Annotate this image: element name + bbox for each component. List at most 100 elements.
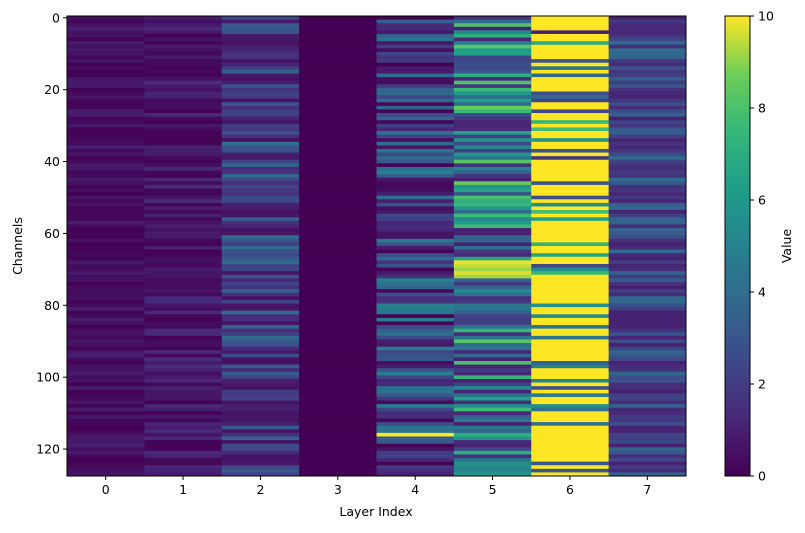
heatmap-cell <box>299 289 377 294</box>
heatmap-cell <box>299 310 377 315</box>
heatmap-cell <box>376 105 455 110</box>
heatmap-cell <box>67 73 145 78</box>
heatmap-cell <box>531 238 610 243</box>
heatmap-cell <box>299 98 377 103</box>
heatmap-cell <box>221 95 300 100</box>
heatmap-cell <box>221 396 300 401</box>
heatmap-cell <box>144 84 223 89</box>
y-axis-label: Channels <box>10 217 25 275</box>
x-tick-label: 2 <box>256 482 264 497</box>
heatmap-cell <box>376 396 455 401</box>
heatmap-cell <box>453 102 532 107</box>
heatmap-cell <box>453 109 532 114</box>
heatmap-cell <box>299 454 377 459</box>
heatmap-cell <box>453 48 532 53</box>
heatmap-cell <box>608 299 687 304</box>
heatmap-cell <box>67 224 145 229</box>
heatmap-cell <box>221 468 300 473</box>
heatmap-cell <box>531 278 610 283</box>
heatmap-cell <box>453 346 532 351</box>
heatmap-cell <box>299 253 377 258</box>
heatmap-cell <box>67 299 145 304</box>
heatmap-cell <box>144 80 223 85</box>
heatmap-cell <box>67 109 145 114</box>
heatmap-cell <box>144 213 223 218</box>
heatmap-cell <box>144 242 223 247</box>
heatmap-cell <box>453 371 532 376</box>
heatmap-cell <box>453 440 532 445</box>
heatmap-cell <box>221 228 300 233</box>
heatmap-cell <box>376 30 455 35</box>
heatmap-cell <box>453 321 532 326</box>
heatmap-cell <box>376 199 455 204</box>
heatmap-cell <box>221 120 300 125</box>
heatmap-cell <box>376 145 455 150</box>
heatmap-cell <box>608 48 687 53</box>
heatmap-cell <box>453 357 532 362</box>
heatmap-cell <box>67 364 145 369</box>
heatmap-cell <box>221 314 300 319</box>
heatmap-cell <box>144 181 223 186</box>
heatmap-cell <box>144 195 223 200</box>
heatmap-cell <box>453 303 532 308</box>
heatmap-cell <box>608 41 687 46</box>
heatmap-cell <box>299 368 377 373</box>
heatmap-cell <box>608 37 687 42</box>
heatmap-cell <box>67 120 145 125</box>
heatmap-cell <box>67 468 145 473</box>
heatmap-cell <box>221 231 300 236</box>
heatmap-cell <box>453 80 532 85</box>
heatmap-cell <box>608 292 687 297</box>
heatmap-cell <box>144 127 223 132</box>
heatmap-cell <box>221 321 300 326</box>
heatmap-cell <box>299 375 377 380</box>
heatmap-cell <box>376 357 455 362</box>
heatmap-cell <box>221 59 300 64</box>
heatmap-cell <box>453 404 532 409</box>
heatmap-cell <box>531 87 610 92</box>
x-axis: 0 1 2 3 4 5 6 7 <box>102 476 651 497</box>
heatmap-cell <box>453 447 532 452</box>
heatmap-cell <box>608 303 687 308</box>
heatmap-cell <box>221 393 300 398</box>
heatmap-cell <box>221 73 300 78</box>
heatmap-cell <box>531 148 610 153</box>
heatmap-cell <box>221 163 300 168</box>
heatmap-cell <box>221 263 300 268</box>
heatmap-cell <box>453 44 532 49</box>
heatmap-cell <box>453 281 532 286</box>
colorbar-tick-label: 2 <box>758 377 766 392</box>
heatmap-cell <box>453 184 532 189</box>
heatmap-cell <box>531 109 610 114</box>
heatmap-cell <box>299 447 377 452</box>
heatmap-cell <box>144 382 223 387</box>
heatmap-cell <box>67 321 145 326</box>
heatmap-cell <box>67 386 145 391</box>
heatmap-cell <box>608 210 687 215</box>
heatmap-cell <box>608 26 687 31</box>
heatmap-cell <box>531 432 610 437</box>
heatmap-cell <box>608 105 687 110</box>
heatmap-cell <box>221 317 300 322</box>
heatmap-cell <box>144 91 223 96</box>
heatmap-cell <box>144 141 223 146</box>
heatmap-cell <box>67 296 145 301</box>
heatmap-cell <box>531 188 610 193</box>
heatmap-cell <box>67 361 145 365</box>
heatmap-cell <box>299 44 377 49</box>
heatmap-cell <box>453 33 532 38</box>
heatmap-cell <box>67 425 145 430</box>
heatmap-cell <box>453 332 532 337</box>
heatmap-cell <box>67 238 145 243</box>
heatmap-cell <box>144 443 223 448</box>
heatmap-cell <box>608 77 687 82</box>
heatmap-cell <box>67 317 145 322</box>
heatmap-cell <box>608 166 687 171</box>
heatmap-cell <box>299 202 377 207</box>
heatmap-cell <box>453 267 532 272</box>
heatmap-cell <box>221 69 300 74</box>
heatmap-cell <box>531 77 610 82</box>
heatmap-cell <box>376 321 455 326</box>
heatmap-cell <box>531 396 610 401</box>
heatmap-cell <box>144 447 223 452</box>
